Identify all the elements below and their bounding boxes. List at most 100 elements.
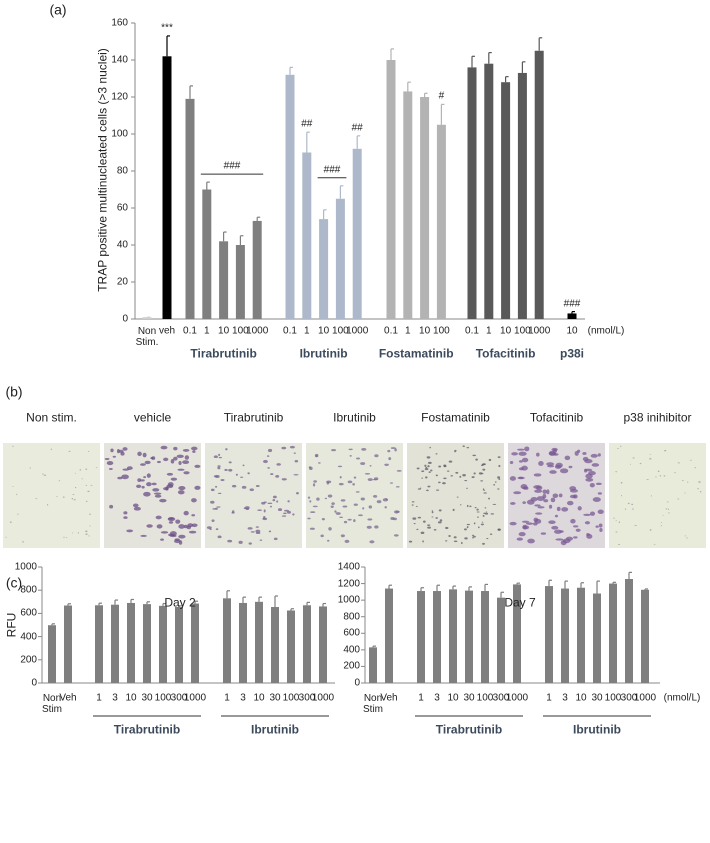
stained-cell bbox=[169, 534, 177, 538]
x-tick-label: 10 bbox=[419, 325, 431, 337]
stained-cell bbox=[466, 526, 469, 529]
stained-cell bbox=[552, 493, 559, 499]
y-tick-label: 1200 bbox=[337, 578, 360, 590]
stained-cell bbox=[215, 528, 219, 531]
bar bbox=[417, 591, 425, 683]
bar bbox=[285, 74, 295, 319]
stained-cell bbox=[424, 464, 427, 467]
stained-cell bbox=[156, 524, 163, 529]
stained-cell bbox=[160, 538, 164, 541]
stained-cell bbox=[118, 449, 124, 453]
stained-cell bbox=[58, 480, 61, 482]
stained-cell bbox=[269, 505, 272, 508]
stained-cell bbox=[143, 491, 151, 497]
x-tick-label: Veh bbox=[59, 692, 77, 704]
stained-cell bbox=[87, 450, 90, 452]
x-tick-label: 100 bbox=[232, 325, 249, 337]
x-tick-label: 100 bbox=[514, 325, 531, 337]
stained-cell bbox=[177, 490, 185, 495]
stained-cell bbox=[618, 521, 621, 524]
stained-cell bbox=[255, 529, 261, 533]
stained-cell bbox=[569, 486, 577, 491]
bar bbox=[385, 588, 393, 683]
stained-cell bbox=[182, 448, 190, 452]
bar bbox=[175, 607, 183, 683]
stained-cell bbox=[495, 481, 497, 483]
stained-cell bbox=[364, 472, 371, 475]
stained-cell bbox=[577, 506, 582, 511]
x-tick-label: 300 bbox=[492, 692, 510, 704]
stained-cell bbox=[517, 448, 525, 451]
stained-cell bbox=[438, 509, 442, 512]
stained-cell bbox=[588, 470, 596, 476]
bar bbox=[386, 60, 396, 319]
stained-cell bbox=[326, 480, 332, 484]
y-tick-label: 0 bbox=[122, 313, 128, 325]
stained-cell bbox=[330, 505, 334, 508]
stained-cell bbox=[617, 448, 619, 449]
stained-cell bbox=[428, 471, 431, 473]
stained-cell bbox=[177, 468, 185, 471]
stained-cell bbox=[163, 487, 169, 491]
stained-cell bbox=[423, 520, 426, 523]
stained-cell bbox=[352, 483, 355, 486]
stained-cell bbox=[421, 470, 425, 473]
stained-cell bbox=[591, 463, 600, 467]
stained-cell bbox=[427, 465, 430, 468]
stained-cell bbox=[473, 472, 476, 475]
x-tick-label: 0.1 bbox=[465, 325, 479, 337]
stained-cell bbox=[213, 455, 218, 458]
stained-cell bbox=[464, 479, 468, 482]
stained-cell bbox=[317, 462, 321, 464]
stained-cell bbox=[597, 509, 604, 514]
x-tick-label: 10 bbox=[318, 325, 330, 337]
bar bbox=[202, 189, 212, 319]
stained-cell bbox=[518, 451, 527, 456]
stained-cell bbox=[412, 517, 417, 520]
bar bbox=[465, 590, 473, 683]
group-label: Ibrutinib bbox=[573, 722, 621, 737]
x-unit: (nmol/L) bbox=[663, 692, 701, 704]
stained-cell bbox=[5, 536, 7, 538]
stained-cell bbox=[72, 494, 75, 495]
stained-cell bbox=[68, 450, 71, 452]
stained-cell bbox=[573, 525, 579, 528]
micrograph bbox=[407, 443, 504, 548]
stained-cell bbox=[416, 528, 419, 531]
bar bbox=[303, 605, 311, 683]
stained-cell bbox=[427, 485, 431, 488]
stained-cell bbox=[384, 506, 387, 509]
stained-cell bbox=[183, 524, 188, 529]
stained-cell bbox=[462, 445, 465, 447]
y-axis-label: TRAP positive multinucleated cells (>3 n… bbox=[95, 48, 110, 292]
stained-cell bbox=[533, 517, 539, 522]
stained-cell bbox=[452, 508, 455, 512]
stained-cell bbox=[213, 475, 218, 478]
stained-cell bbox=[47, 503, 49, 506]
group-label: Tirabrutinib bbox=[190, 346, 257, 361]
x-tick-label: 10 bbox=[218, 325, 230, 337]
stained-cell bbox=[540, 532, 547, 535]
stained-cell bbox=[431, 510, 434, 512]
stained-cell bbox=[331, 502, 335, 506]
y-tick-label: 600 bbox=[343, 627, 360, 639]
stained-cell bbox=[117, 476, 123, 480]
stained-cell bbox=[184, 455, 190, 460]
x-tick-label: 300 bbox=[298, 692, 316, 704]
stained-cell bbox=[116, 449, 120, 454]
stained-cell bbox=[340, 534, 345, 538]
stained-cell bbox=[554, 514, 559, 518]
bar bbox=[271, 607, 279, 683]
stained-cell bbox=[584, 458, 593, 464]
stained-cell bbox=[566, 500, 574, 506]
bar bbox=[567, 313, 577, 319]
x-tick-label: 30 bbox=[463, 692, 475, 704]
stained-cell bbox=[140, 479, 145, 482]
stained-cell bbox=[89, 513, 92, 515]
stained-cell bbox=[484, 507, 487, 509]
stained-cell bbox=[358, 514, 363, 517]
bar bbox=[235, 245, 245, 319]
bar bbox=[436, 124, 446, 319]
x-tick-label: 10 bbox=[575, 692, 587, 704]
bar bbox=[252, 220, 262, 319]
